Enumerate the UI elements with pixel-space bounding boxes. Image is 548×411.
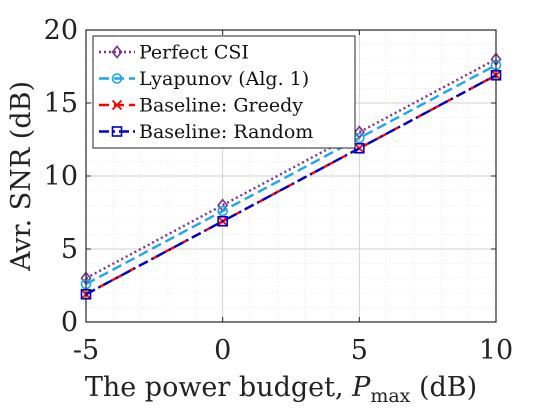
x-axis-title-subscript: max [370, 385, 410, 407]
x-tick-label: 5 [351, 335, 368, 366]
legend-item: Lyapunov (Alg. 1) [99, 68, 309, 90]
data-point [353, 125, 365, 139]
legend: Perfect CSI Lyapunov (Alg. 1) Baseline: Gr… [92, 35, 356, 149]
legend-marker [111, 99, 123, 111]
y-tick-label: 15 [44, 88, 78, 119]
legend-item: Perfect CSI [99, 42, 249, 64]
legend-marker [111, 73, 123, 84]
legend-box [92, 35, 356, 149]
data-point [217, 215, 228, 227]
legend-label: Lyapunov (Alg. 1) [139, 68, 309, 90]
legend-marker [111, 126, 123, 137]
y-tick-label: 5 [61, 234, 78, 265]
legend-label: Baseline: Random [139, 121, 313, 143]
axis-ticks [85, 29, 497, 323]
x-axis-title-symbol: P [351, 372, 371, 403]
y-tick-label: 10 [44, 161, 78, 192]
series-line [85, 63, 497, 286]
x-tick-label: -5 [73, 335, 99, 366]
x-axis-title: The power budget, Pmax (dB) [85, 372, 477, 407]
data-point [217, 205, 228, 217]
y-axis-title: Avr. SNR (dB) [6, 81, 37, 272]
y-tick-label: 20 [44, 15, 78, 46]
x-axis-title-prefix: The power budget, [85, 372, 352, 403]
series-line [85, 74, 497, 296]
legend-item: Baseline: Random [99, 121, 313, 143]
x-axis-title-suffix: (dB) [410, 372, 477, 403]
y-tick-label: 0 [61, 307, 78, 338]
series-line [85, 74, 497, 296]
legend-marker [111, 45, 123, 59]
legend-label: Baseline: Greedy [139, 95, 303, 117]
legend-item: Baseline: Greedy [99, 95, 303, 117]
x-tick-label: 10 [479, 335, 513, 366]
legend-label: Perfect CSI [139, 42, 249, 64]
x-tick-label: 0 [214, 335, 231, 366]
